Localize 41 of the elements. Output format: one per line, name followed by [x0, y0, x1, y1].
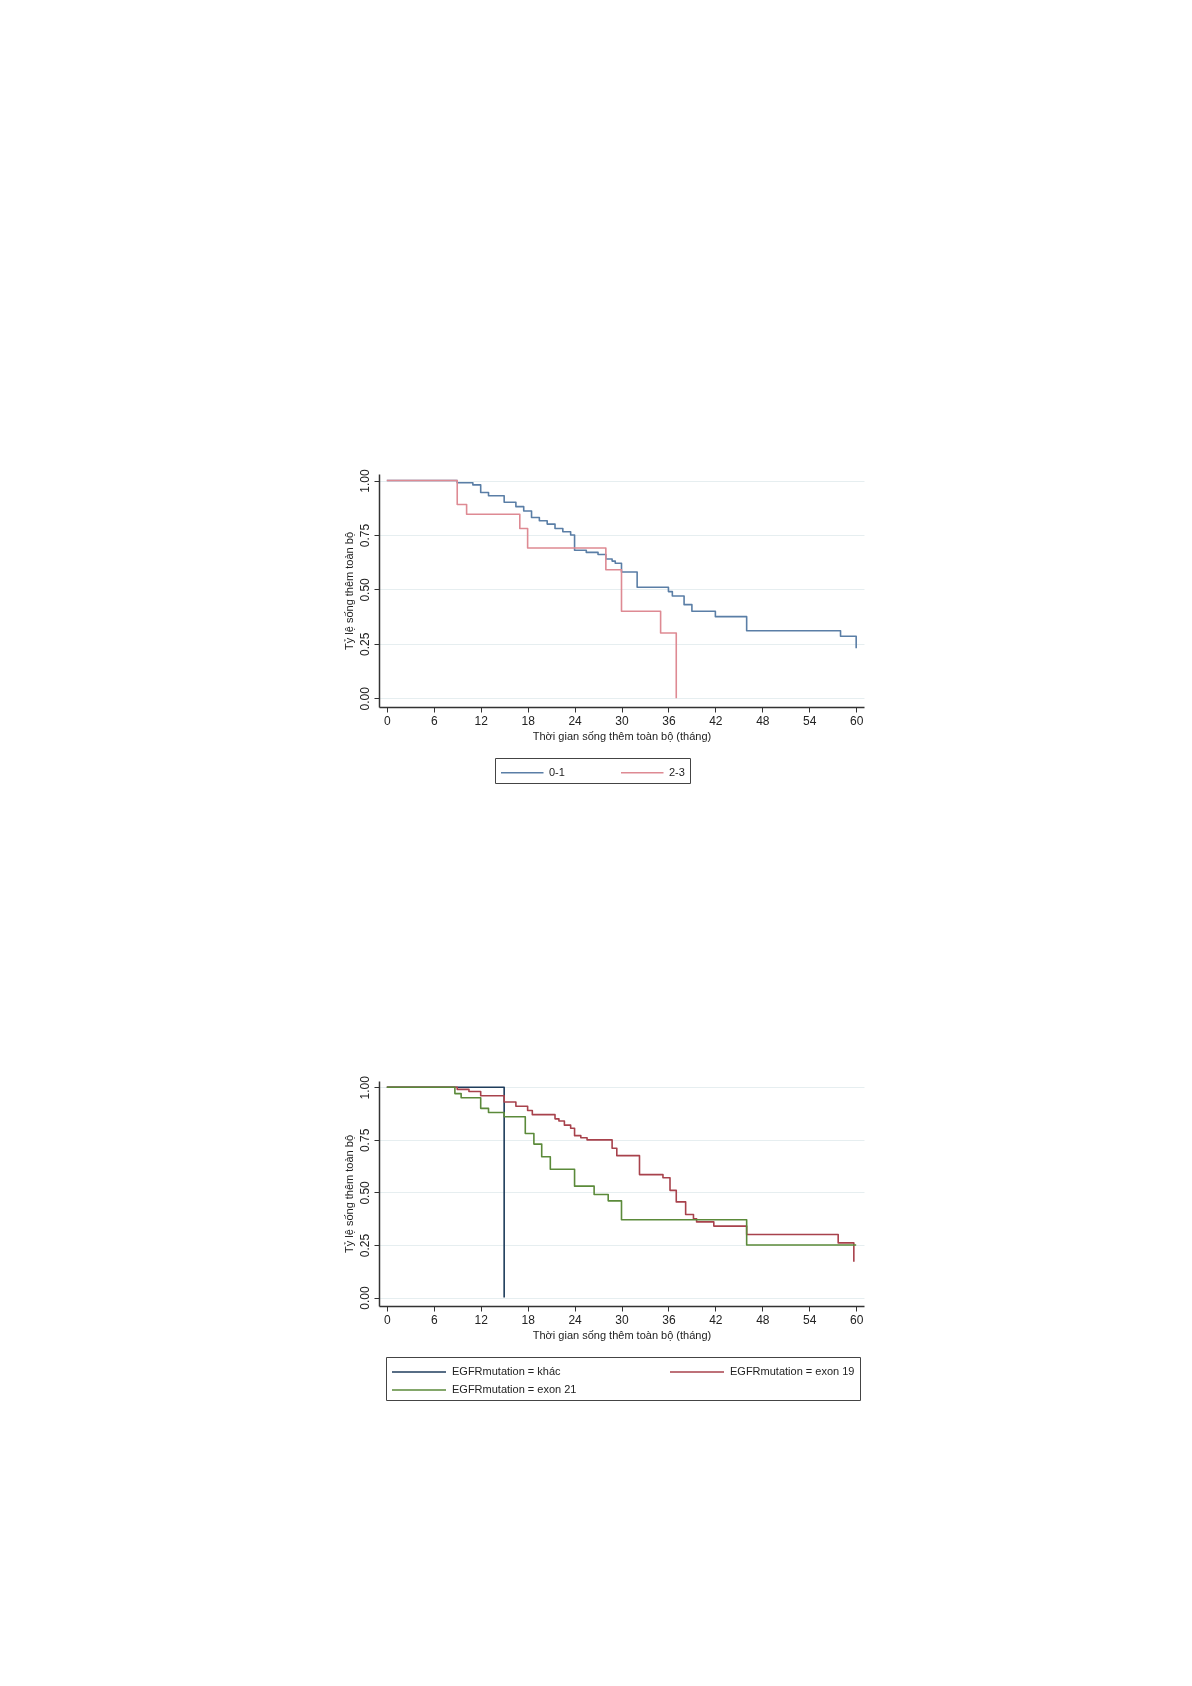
x-tick-label: 60 — [850, 1312, 864, 1327]
x-tick-label: 54 — [803, 1312, 817, 1327]
y-tick-label: 0.25 — [357, 632, 372, 657]
legend-label: 0-1 — [549, 765, 565, 778]
x-tick-label: 30 — [615, 713, 629, 728]
x-tick-label: 12 — [474, 713, 489, 728]
x-tick-label: 18 — [521, 1312, 536, 1327]
x-tick-label: 6 — [430, 1312, 438, 1327]
y-tick-label: 0.00 — [357, 1286, 372, 1310]
legend-label: 2-3 — [669, 765, 685, 778]
x-axis-title: Thời gian sống thêm toàn bộ (tháng) — [532, 1328, 712, 1341]
y-tick-label: 1.00 — [357, 469, 372, 493]
y-tick-label: 1.00 — [357, 1075, 372, 1100]
legend-label: EGFRmutation = exon 21 — [452, 1383, 577, 1395]
x-tick-label: 48 — [756, 713, 770, 728]
x-tick-label: 36 — [662, 713, 676, 728]
x-tick-label: 60 — [850, 713, 864, 728]
x-tick-label: 42 — [709, 1312, 723, 1327]
x-tick-label: 42 — [709, 713, 723, 728]
y-tick-label: 0.50 — [357, 577, 372, 602]
y-tick-label: 0.50 — [357, 1180, 372, 1205]
x-tick-label: 6 — [430, 713, 438, 728]
y-axis-title: Tỷ lệ sống thêm toàn bộ — [342, 531, 355, 651]
x-tick-label: 18 — [521, 713, 536, 728]
x-axis-title: Thời gian sống thêm toàn bộ (tháng) — [532, 729, 712, 742]
legend-label: EGFRmutation = khác — [452, 1365, 562, 1377]
x-tick-label: 24 — [568, 1312, 583, 1327]
x-tick-label: 0 — [383, 1312, 391, 1327]
y-axis-title: Tỷ lệ sống thêm toàn bộ — [342, 1134, 355, 1254]
x-tick-label: 48 — [756, 1312, 770, 1327]
y-tick-label: 0.75 — [357, 523, 372, 548]
x-tick-label: 30 — [615, 1312, 629, 1327]
x-tick-label: 24 — [568, 713, 583, 728]
x-tick-label: 54 — [803, 713, 817, 728]
x-tick-label: 12 — [474, 1312, 489, 1327]
y-tick-label: 0.75 — [357, 1128, 372, 1153]
legend-label: EGFRmutation = exon 19 — [730, 1365, 855, 1377]
x-tick-label: 36 — [662, 1312, 676, 1327]
y-tick-label: 0.25 — [357, 1233, 372, 1258]
y-tick-label: 0.00 — [357, 686, 372, 711]
x-tick-label: 0 — [383, 713, 391, 728]
